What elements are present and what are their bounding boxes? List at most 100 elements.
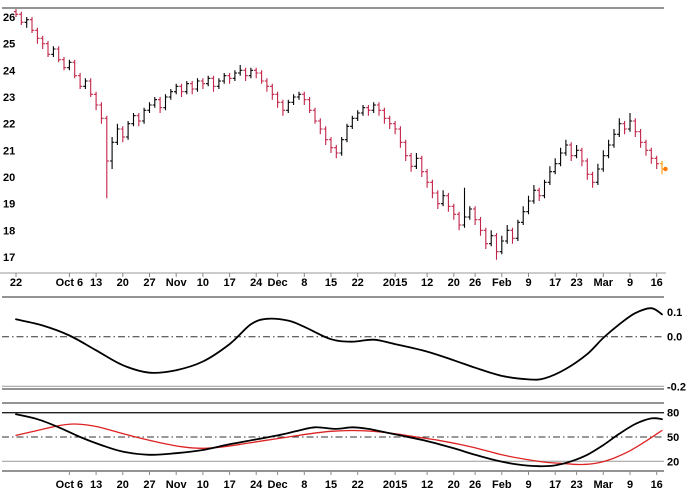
- ohlc-bar: [35, 27, 40, 44]
- x-axis-label: Nov: [166, 479, 188, 491]
- ohlc-bar: [323, 126, 328, 145]
- x-axis-label: 2015: [383, 479, 407, 491]
- x-axis-label: Dec: [268, 277, 288, 289]
- x-axis-label: 20: [117, 277, 129, 289]
- x-axis-label: 9: [627, 479, 633, 491]
- ohlc-bar: [216, 78, 222, 89]
- x-axis-label: 17: [223, 479, 235, 491]
- oscillator-lines-group: [15, 413, 663, 468]
- ohlc-bar: [291, 94, 296, 105]
- x-axis-label: 8: [301, 479, 307, 491]
- x-axis-label: 10: [197, 277, 209, 289]
- x-axis-label: 9: [525, 277, 531, 289]
- ohlc-bar: [398, 126, 403, 148]
- ohlc-bar: [643, 139, 649, 156]
- ohlc-bar: [51, 46, 56, 57]
- ohlc-bar: [296, 91, 302, 100]
- middle-tick-label: 0.0: [667, 332, 682, 344]
- ohlc-bar: [617, 118, 622, 137]
- ohlc-bar: [654, 155, 659, 169]
- x-axis-label: 13: [90, 479, 102, 491]
- ohlc-bar: [168, 89, 173, 100]
- middle-indicator-line-group: [15, 307, 663, 381]
- ohlc-bar: [355, 110, 360, 121]
- x-axis-label: Dec: [268, 479, 288, 491]
- ohlc-bar: [99, 102, 104, 124]
- ohlc-bar: [275, 91, 280, 108]
- ohlc-bar: [574, 145, 579, 159]
- x-axis-bottom: Oct 6 13 20 27 Nov 10 17 24 Dec 8 15 22 2015 12 20 26 Fe…: [56, 471, 663, 491]
- ohlc-bar: [232, 70, 238, 81]
- ohlc-bar: [542, 179, 547, 199]
- price-tick-label: 21: [3, 145, 15, 157]
- x-axis-label: 17: [223, 277, 235, 289]
- ohlc-bar: [157, 97, 163, 113]
- ohlc-bar: [24, 17, 29, 28]
- price-tick-label: 17: [3, 252, 15, 264]
- x-axis-label: Nov: [166, 277, 188, 289]
- price-tick-label: 24: [3, 65, 16, 77]
- ohlc-bar: [238, 65, 243, 76]
- ohlc-bar: [547, 166, 553, 185]
- ohlc-bar: [366, 105, 371, 116]
- ohlc-bar: [72, 59, 77, 79]
- ohlc-bar: [312, 107, 318, 124]
- price-y-axis: 26 25 24 23 22 21 20 19 18 17: [3, 12, 16, 264]
- price-tick-label: 23: [3, 92, 15, 104]
- ohlc-bar: [131, 113, 136, 127]
- x-axis-label: 16: [651, 277, 663, 289]
- x-axis-label: 10: [197, 479, 209, 491]
- ohlc-bar: [515, 219, 521, 241]
- ohlc-bar: [472, 206, 478, 225]
- ohlc-bar: [334, 145, 339, 159]
- ohlc-bar: [61, 57, 67, 71]
- ohlc-bar: [286, 99, 291, 113]
- ohlc-bar: [200, 78, 206, 89]
- lower-tick-label: 20: [667, 456, 679, 468]
- ohlc-bar: [136, 113, 141, 127]
- ohlc-bar: [88, 78, 93, 97]
- x-axis-label: Feb: [492, 277, 512, 289]
- ohlc-bar: [222, 73, 227, 84]
- ohlc-bar: [264, 78, 270, 92]
- ohlc-bar: [467, 206, 472, 220]
- ohlc-bar: [13, 9, 19, 17]
- ohlc-bar: [344, 123, 350, 143]
- x-axis-label: 27: [143, 479, 155, 491]
- x-axis-label: 12: [421, 277, 433, 289]
- ohlc-bar: [622, 121, 627, 135]
- ohlc-bars: [13, 9, 665, 260]
- ohlc-bar: [446, 193, 451, 212]
- x-axis-label: 20: [448, 277, 460, 289]
- middle-tick-label: -0.2: [667, 381, 686, 393]
- ohlc-bar: [328, 137, 334, 153]
- ohlc-bar: [302, 91, 307, 105]
- ohlc-bar: [206, 75, 211, 87]
- ohlc-bar: [93, 91, 99, 111]
- ohlc-bar: [510, 227, 515, 244]
- price-tick-label: 19: [3, 199, 15, 211]
- ohlc-bar: [387, 115, 392, 129]
- ohlc-bar: [190, 81, 195, 95]
- ohlc-bar: [67, 59, 72, 71]
- x-axis-label: 23: [570, 277, 582, 289]
- x-axis-label: 22: [352, 277, 364, 289]
- ohlc-bar: [184, 81, 189, 95]
- ohlc-bar: [558, 147, 563, 167]
- last-price-marker: [663, 166, 668, 172]
- ohlc-bar: [350, 115, 355, 129]
- ohlc-bar: [270, 83, 275, 100]
- ohlc-bar: [451, 203, 456, 220]
- middle-y-axis: 0.1 0.0 -0.2: [667, 307, 686, 393]
- ohlc-bar: [29, 17, 35, 33]
- ohlc-bar: [483, 227, 488, 249]
- x-axis-label: 17: [549, 479, 561, 491]
- ohlc-bar: [392, 121, 398, 135]
- x-axis-label: Feb: [492, 479, 512, 491]
- x-axis-label: Oct 6: [56, 479, 84, 491]
- ohlc-bar: [376, 102, 382, 116]
- x-axis-label: 24: [250, 277, 263, 289]
- x-axis-label: 15: [325, 277, 337, 289]
- ohlc-bar: [611, 129, 617, 148]
- ohlc-bar: [414, 153, 419, 169]
